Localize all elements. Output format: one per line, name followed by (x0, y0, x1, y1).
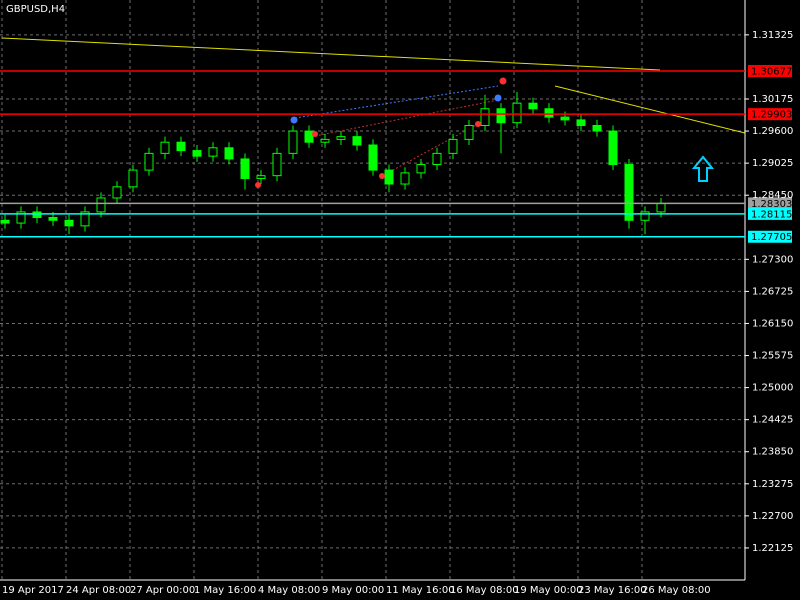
candle-body (32, 211, 42, 219)
trade-markers (255, 77, 507, 188)
price-tag (748, 64, 792, 77)
y-tick-label: 1.31325 (752, 30, 793, 41)
price-tag (748, 108, 792, 121)
y-tick-label: 1.23850 (752, 447, 793, 458)
price-tag-label: 1.28115 (751, 209, 792, 220)
x-tick-label: 23 May 16:00 (578, 585, 647, 596)
y-tick-label: 1.29025 (752, 158, 793, 169)
candle-body (240, 158, 250, 179)
candle-body (432, 152, 442, 166)
x-tick-label: 27 Apr 00:00 (130, 585, 195, 596)
y-tick-label: 1.29600 (752, 126, 793, 137)
candle-body (608, 130, 618, 166)
price-tag (748, 207, 792, 220)
y-tick-label: 1.25575 (752, 351, 793, 362)
x-tick-label: 19 May 00:00 (514, 585, 583, 596)
y-tick-label: 1.28450 (752, 190, 793, 201)
candle-body (96, 197, 106, 213)
candle-body (160, 141, 170, 154)
candle-body (640, 211, 650, 221)
candle-body (288, 130, 298, 154)
y-tick-label: 1.26150 (752, 318, 793, 329)
candle-body (368, 144, 378, 171)
candle-body (176, 141, 186, 152)
chart-title: GBPUSD,H4 (6, 4, 65, 15)
candle-body (112, 186, 122, 199)
y-tick-label: 1.23275 (752, 479, 793, 490)
candle-body (512, 102, 522, 124)
grid (0, 0, 745, 580)
price-tag-label: 1.30677 (751, 66, 792, 77)
candle-body (128, 169, 138, 188)
x-tick-label: 9 May 00:00 (322, 585, 384, 596)
candle-body (496, 108, 506, 124)
candle-body (544, 108, 554, 118)
x-tick-label: 11 May 16:00 (386, 585, 455, 596)
candle-body (352, 136, 362, 146)
x-tick-label: 4 May 08:00 (258, 585, 320, 596)
candle-body (560, 116, 570, 121)
trend-line (1, 37, 661, 71)
price-tag-label: 1.27705 (751, 232, 792, 243)
y-tick-label: 1.27300 (752, 254, 793, 265)
x-tick-label: 26 May 08:00 (642, 585, 711, 596)
candle-body (272, 152, 282, 177)
y-tick-label: 1.22125 (752, 543, 793, 554)
candle-body (304, 130, 314, 143)
candle-body (624, 164, 634, 221)
candle-body (320, 138, 330, 143)
candle-body (384, 169, 394, 185)
y-tick-label: 1.25000 (752, 383, 793, 394)
x-tick-label: 19 Apr 2017 (2, 585, 64, 596)
price-tag-label: 1.29903 (751, 110, 792, 121)
up-arrow (691, 155, 715, 182)
candle-body (16, 211, 26, 224)
y-tick-label: 1.30175 (752, 94, 793, 105)
x-tick-label: 24 Apr 08:00 (66, 585, 131, 596)
y-tick-label: 1.24425 (752, 415, 793, 426)
candle-body (80, 211, 90, 227)
candle-body (656, 203, 666, 213)
candle-body (144, 152, 154, 171)
price-tag-label: 1.28303 (751, 199, 792, 210)
candle-body (0, 219, 10, 224)
candle-body (256, 175, 266, 179)
candles (0, 92, 666, 235)
x-tick-label: 1 May 16:00 (194, 585, 256, 596)
candle-body (192, 150, 202, 157)
trade-line (314, 99, 499, 137)
y-tick-label: 1.22700 (752, 511, 793, 522)
candle-body (400, 172, 410, 185)
candle-body (416, 164, 426, 174)
candle-body (224, 147, 234, 160)
y-tick-label: 1.26725 (752, 286, 793, 297)
candle-body (64, 219, 74, 227)
candle-body (336, 136, 346, 140)
candle-body (576, 119, 586, 126)
candle-body (448, 138, 458, 154)
candle-body (528, 102, 538, 110)
candle-body (48, 217, 58, 221)
candle-body (464, 124, 474, 140)
trend-line (554, 85, 746, 134)
candle-body (208, 147, 218, 157)
price-tag (748, 197, 792, 210)
candle-body (480, 108, 490, 126)
price-tag (748, 230, 792, 243)
x-tick-label: 16 May 08:00 (450, 585, 519, 596)
candle-body (592, 124, 602, 132)
